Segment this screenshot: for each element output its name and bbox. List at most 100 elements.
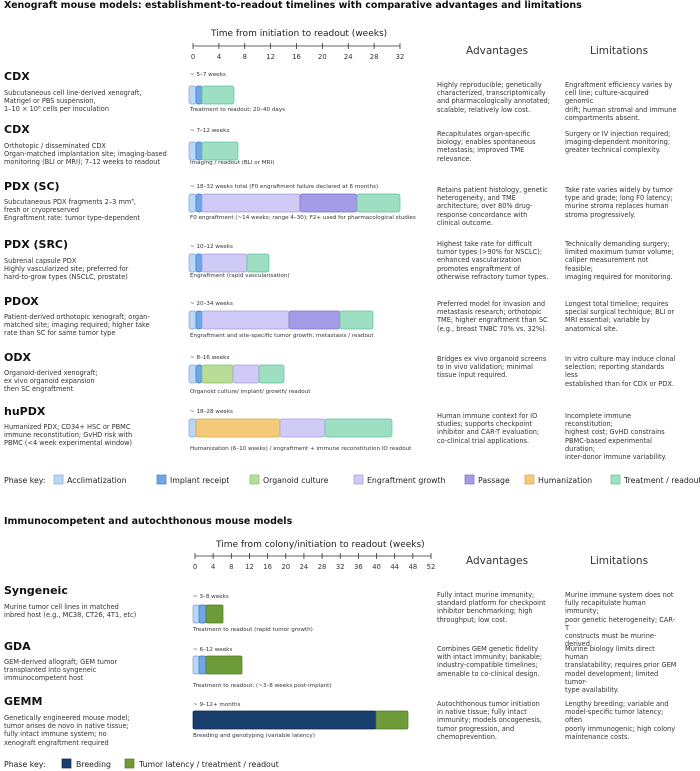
model-name-odx: ODX — [4, 351, 31, 364]
adv-line: tumor types (>90% for NSCLC); — [437, 248, 543, 257]
phase-key-swatch — [53, 474, 64, 485]
section1-tick-label: 24 — [344, 53, 353, 61]
lim-line: maintenance costs. — [565, 732, 630, 741]
adv-line: enhanced vascularization — [437, 256, 522, 265]
bar-caption: Breeding and genotyping (variable latenc… — [193, 733, 315, 739]
phase-key-swatch — [353, 474, 364, 485]
timeline-segment — [201, 85, 235, 105]
section2-tick-label: 36 — [354, 563, 363, 571]
section2-axis-title: Time from colony/initiation to readout (… — [216, 540, 425, 550]
timeline-segment — [246, 253, 270, 273]
lim-line: Murine immune system does not — [565, 591, 674, 599]
adv-line: architecture; over 80% drug- — [437, 202, 533, 211]
adv-line: promotes engraftment of — [437, 264, 521, 273]
timeline-segment — [188, 253, 197, 273]
advantages-gemm: Autochthonous tumor initiation in native… — [437, 700, 555, 741]
section1-tick-label: 0 — [191, 53, 195, 61]
limitations-odx: In vitro culture may induce clonal selec… — [565, 355, 677, 388]
timeline-segment — [188, 193, 197, 213]
advantages-pdox: Preferred model for invasion and metasta… — [437, 300, 555, 333]
desc-line: transplanted into syngeneic — [4, 666, 97, 675]
adv-line: tumor progression, and — [437, 724, 515, 733]
desc-line: Murine tumor cell lines in matched — [4, 603, 119, 611]
lim-line: inter-donor immune variability. — [565, 453, 667, 462]
model-name-syngeneic: Syngeneic — [4, 584, 68, 597]
adv-line: biology; enables spontaneous — [437, 138, 536, 147]
bar-caption: Imaging / readout (BLI or MRI) — [190, 160, 274, 166]
timeline-segment — [339, 310, 374, 330]
lim-line: translatability; requires prior GEM — [565, 661, 677, 670]
section2-tick-label: 12 — [245, 563, 254, 571]
timeline-segment — [188, 85, 197, 105]
adv-line: characterized, transcriptomically — [437, 89, 546, 98]
section1-tick-label: 28 — [370, 53, 379, 61]
adv-line: chemoprevention. — [437, 732, 497, 741]
model-name-gemm: GEMM — [4, 695, 43, 708]
timeline-segment — [188, 418, 197, 438]
section2-title: Immunocompetent and autochthonous mouse … — [4, 516, 293, 527]
model-desc-pdox: Patient-derived orthotopic xenograft; or… — [4, 313, 182, 338]
lim-line: cell line; culture-acquired genomic — [565, 89, 649, 106]
lim-line: poorly immunogenic; high colony — [565, 724, 676, 733]
adv-line: heterogeneity, and TME — [437, 194, 516, 203]
timeline-segment — [198, 655, 207, 675]
lim-line: Longest total timeline; requires — [565, 300, 669, 308]
section1-title: Xenograft mouse models: establishment-to… — [4, 0, 582, 11]
desc-line: Engraftment rate: tumor type-dependent — [4, 214, 140, 223]
desc-line: Subcutaneous PDX fragments 2–3 mm³, — [4, 198, 137, 206]
section2-tick-label: 20 — [281, 563, 290, 571]
advantages-hupdx: Human immune context for IO studies; sup… — [437, 412, 555, 445]
model-desc-syngeneic: Murine tumor cell lines in matched inbre… — [4, 603, 182, 619]
desc-line: ex vivo organoid expansion — [4, 377, 95, 386]
desc-line: Organoid-derived xenograft; — [4, 369, 98, 377]
adv-line: co-clinical trial applications. — [437, 436, 530, 445]
adv-line: throughput; low cost. — [437, 615, 508, 624]
model-desc-pdx-sc: Subcutaneous PDX fragments 2–3 mm³, fres… — [4, 198, 182, 223]
lim-line: Lengthy breeding; variable and — [565, 700, 669, 708]
lim-line: highest cost; GvHD constrains — [565, 428, 665, 437]
lim-line: established than for CDX or PDX. — [565, 379, 674, 388]
lim-line: MRI essential; variable by — [565, 316, 650, 325]
section2-tick-label: 8 — [229, 563, 233, 571]
advantages-syngeneic: Fully intact murine immunity; standard p… — [437, 591, 555, 624]
adv-line: immunity; models oncogenesis, — [437, 716, 542, 725]
advantages-pdx-src: Highest take rate for difficult tumor ty… — [437, 240, 555, 281]
desc-line: hard-to-grow types (NSCLC, prostate) — [4, 273, 128, 282]
section1-tick-label: 8 — [243, 53, 247, 61]
bar-duration-label: ~ 9–12+ months — [193, 702, 241, 708]
phase-key-label: Engraftment growth — [367, 476, 446, 485]
adv-line: scalable; relatively low cost. — [437, 105, 531, 114]
phase-key-label: Acclimatization — [67, 476, 127, 485]
model-name-pdox: PDOX — [4, 295, 39, 308]
lim-line: poor genetic heterogeneity; CAR-T — [565, 615, 676, 632]
section2-advantages-header: Advantages — [466, 555, 529, 567]
adv-line: Recapitulates organ-specific — [437, 130, 531, 138]
section2-tick-label: 32 — [336, 563, 345, 571]
phase-key-label: Humanization — [538, 476, 592, 485]
section1-advantages-header: Advantages — [466, 45, 529, 57]
desc-line: Genetically engineered mouse model; — [4, 714, 130, 722]
model-name-pdx-sc: PDX (SC) — [4, 180, 60, 193]
timeline-segment — [324, 418, 393, 438]
lim-line: Murine biology limits direct human — [565, 645, 655, 662]
desc-line: Subrenal capsule PDX — [4, 257, 77, 265]
lim-line: imaging-dependent monitoring; — [565, 138, 671, 147]
timeline-segment — [375, 710, 409, 730]
section2-limitations-header: Limitations — [590, 555, 649, 567]
bar-duration-label: ~ 3–8 weeks — [193, 594, 229, 600]
lim-line: fully recapitulate human immunity; — [565, 599, 646, 616]
lim-line: compartments absent. — [565, 113, 640, 122]
adv-line: metastasis; improved TME — [437, 146, 525, 155]
section2-tick-label: 28 — [318, 563, 327, 571]
timeline-segment — [192, 655, 200, 675]
adv-line: Fully intact murine immunity; — [437, 591, 535, 599]
lim-line: Take rate varies widely by tumor — [565, 186, 673, 194]
section2-tick-label: 16 — [263, 563, 272, 571]
adv-line: Preferred model for invasion and — [437, 300, 546, 308]
timeline-segment — [201, 310, 290, 330]
model-name-hupdx: huPDX — [4, 405, 46, 418]
desc-line: then SC engraftment — [4, 385, 74, 394]
lim-line: selection; reporting standards less — [565, 363, 665, 380]
adv-line: Highly reproducible; genetically — [437, 81, 542, 89]
